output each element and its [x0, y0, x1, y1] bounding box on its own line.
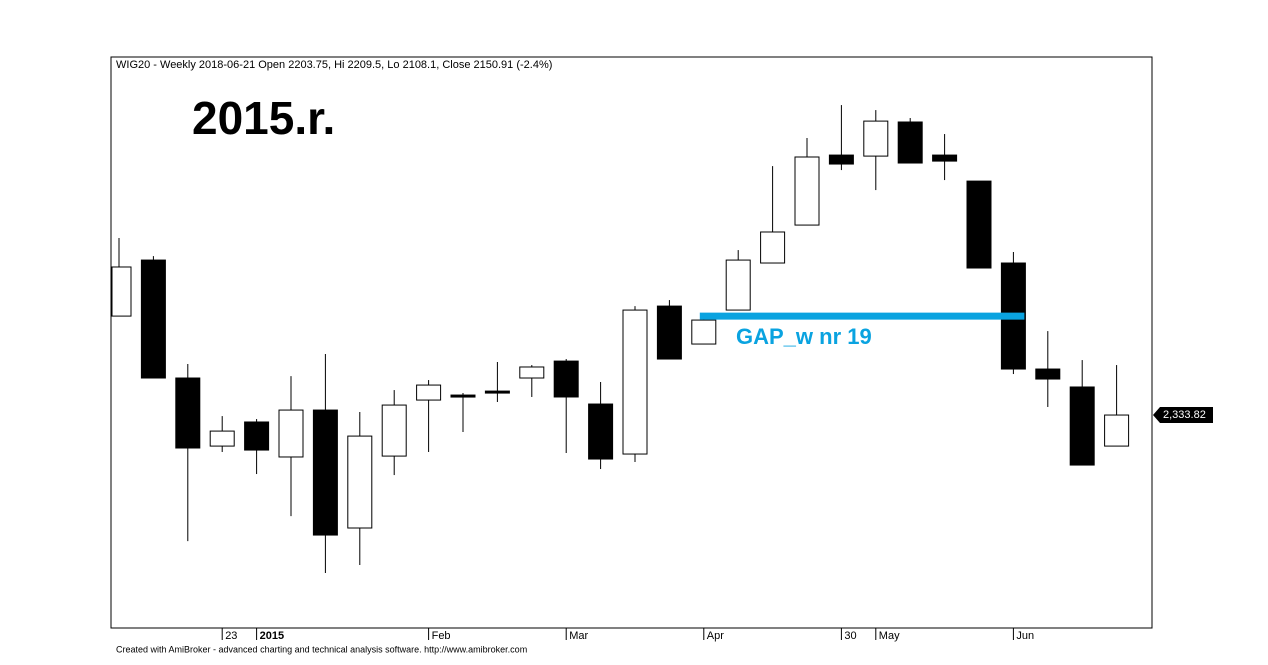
candle-body	[416, 384, 442, 401]
subtitle: 2015.r.	[192, 92, 335, 144]
candle-body	[347, 435, 373, 529]
candle-body	[1035, 368, 1061, 380]
candle-body	[381, 404, 407, 457]
x-tick-label: 2015	[260, 630, 284, 642]
x-tick-label: Feb	[432, 630, 451, 642]
x-tick-label: Jun	[1016, 630, 1034, 642]
candle-body	[794, 156, 820, 226]
gap-label: GAP_w nr 19	[736, 324, 872, 349]
candle-body	[760, 231, 786, 264]
candle-body	[450, 394, 476, 398]
candle-body	[140, 259, 166, 379]
x-tick-label: Mar	[569, 630, 588, 642]
candle-body	[244, 421, 270, 451]
x-tick-label: 23	[225, 630, 237, 642]
candle-body	[897, 121, 923, 164]
candle-body	[111, 266, 132, 317]
candle-body	[209, 430, 235, 447]
candle-body	[175, 377, 201, 449]
x-tick-label: Apr	[707, 630, 724, 642]
candle-body	[588, 403, 614, 460]
x-tick-label: May	[879, 630, 900, 642]
candle-body	[622, 309, 648, 455]
candle-body	[828, 154, 854, 165]
candle-body	[656, 305, 682, 360]
chart-title: WIG20 - Weekly 2018-06-21 Open 2203.75, …	[116, 59, 552, 71]
x-tick-label: 30	[844, 630, 856, 642]
price-marker	[1153, 407, 1213, 424]
candle-body	[1069, 386, 1095, 466]
candle-body	[725, 259, 751, 311]
candle-body	[1104, 414, 1130, 447]
candle-body	[932, 154, 958, 162]
candle-body	[278, 409, 304, 458]
candle-body	[312, 409, 338, 536]
candle-body	[966, 180, 992, 269]
candle-body	[691, 319, 717, 345]
footer: Created with AmiBroker - advanced charti…	[116, 644, 527, 654]
price-label: 2,333.82	[1163, 409, 1206, 421]
candle-body	[863, 120, 889, 157]
candle-body	[484, 390, 510, 394]
candle-body	[519, 366, 545, 379]
candle-body	[553, 360, 579, 398]
